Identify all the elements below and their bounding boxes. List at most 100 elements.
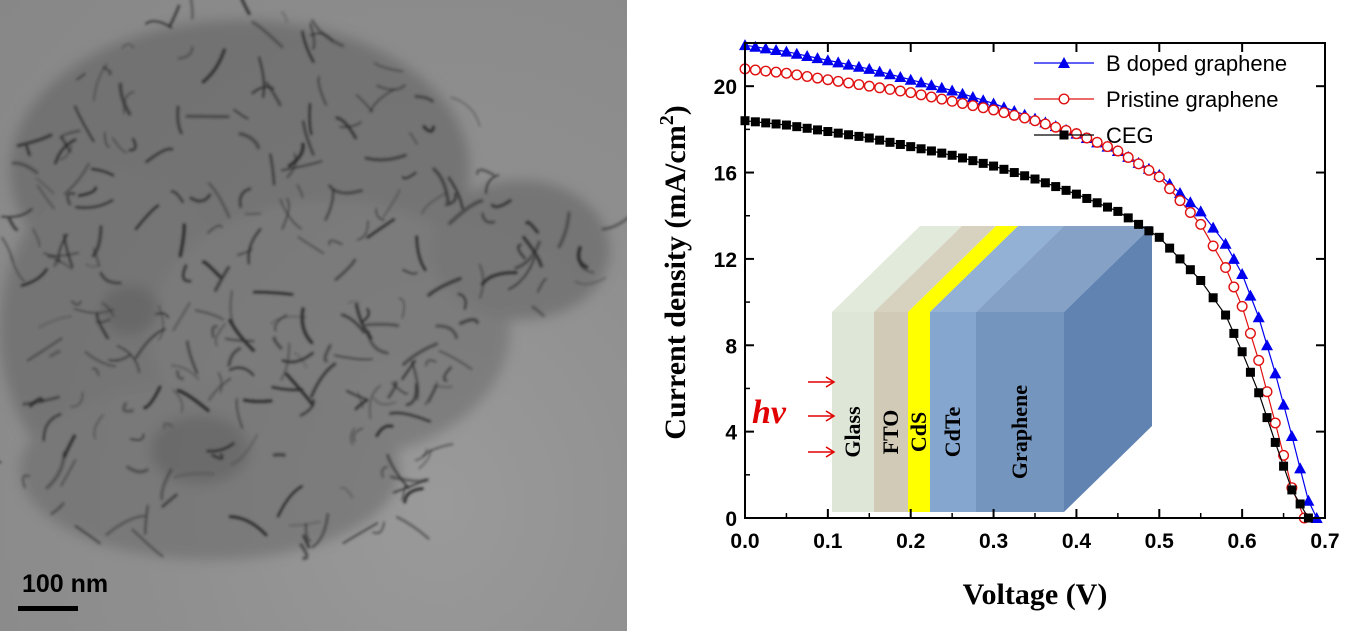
data-point [781, 120, 791, 130]
graphene-flake [557, 211, 571, 249]
layer-front-face [832, 312, 874, 512]
graphene-flake [171, 364, 199, 380]
graphene-flake [272, 452, 286, 457]
graphene-flake [271, 385, 304, 392]
graphene-flake [63, 163, 90, 195]
graphene-flake [276, 485, 303, 518]
data-point [1144, 226, 1154, 236]
data-point [1252, 311, 1265, 323]
data-point [1092, 198, 1102, 208]
graphene-flake [168, 4, 181, 28]
graphene-flake [340, 487, 353, 498]
graphene-flake [372, 521, 385, 535]
data-point [1153, 171, 1165, 183]
graphene-flake [130, 433, 145, 441]
x-axis-title: Voltage (V) [963, 578, 1108, 611]
graphene-flake [247, 228, 262, 265]
graphene-flake [38, 315, 72, 328]
data-point [1253, 354, 1265, 366]
data-point [884, 83, 896, 95]
data-point [967, 100, 979, 112]
graphene-flake [450, 97, 481, 127]
y-axis-title-main: Current density (mA/cm [659, 125, 692, 439]
graphene-flake [285, 372, 314, 406]
data-point [1030, 174, 1040, 184]
y-tick-label: 4 [725, 422, 737, 445]
data-point [1174, 187, 1186, 199]
light-arrow-head [825, 410, 836, 422]
data-point [1229, 328, 1239, 338]
data-point [1020, 171, 1030, 181]
graphene-flake [211, 325, 218, 339]
data-point [1102, 141, 1114, 153]
graphene-flake [208, 377, 232, 401]
graphene-flake [402, 342, 439, 366]
graphene-flake [478, 264, 484, 299]
data-point [1219, 237, 1232, 249]
graphene-flake [445, 192, 458, 207]
graphene-flake [74, 525, 101, 545]
data-point [863, 80, 875, 92]
graphene-flake [421, 192, 448, 215]
data-point [1174, 195, 1186, 207]
graphene-flake [389, 411, 432, 423]
light-arrow-head [825, 446, 836, 458]
data-point [958, 153, 967, 163]
data-point [916, 144, 926, 154]
y-axis-title-close: ) [659, 105, 692, 115]
data-point [801, 49, 814, 61]
data-point [957, 97, 969, 109]
graphene-flake [366, 330, 389, 355]
graphene-flake [93, 414, 104, 439]
graphene-flake [537, 278, 547, 293]
graphene-flake [176, 388, 210, 413]
data-point [832, 56, 845, 68]
data-point [770, 66, 782, 78]
graphene-flake [287, 142, 305, 168]
data-point [915, 89, 927, 101]
graphene-flake [422, 125, 435, 133]
graphene-flake [202, 260, 223, 279]
data-point [1294, 462, 1307, 474]
data-point [1295, 499, 1305, 509]
graphene-flake [47, 255, 58, 267]
graphene-flake [16, 133, 53, 148]
graphene-flake [403, 487, 424, 504]
graphene-flake [240, 0, 251, 16]
graphene-flake [375, 424, 394, 438]
graphene-flake [369, 385, 382, 419]
data-point [822, 74, 834, 86]
data-point [895, 139, 905, 149]
graphene-flake [300, 307, 314, 345]
y-tick-label: 16 [714, 163, 737, 186]
data-point [833, 128, 843, 138]
graphene-flake [54, 259, 73, 270]
graphene-flake [576, 246, 589, 269]
data-point [1220, 262, 1232, 274]
data-point [905, 87, 917, 99]
graphene-flake [457, 293, 467, 310]
graphene-flake [108, 353, 132, 362]
legend-marker [1058, 57, 1070, 68]
data-point [801, 70, 813, 82]
graphene-flake [63, 234, 74, 268]
data-point [915, 76, 928, 88]
data-point [998, 107, 1010, 119]
data-point [750, 117, 760, 127]
data-point [780, 45, 793, 57]
graphene-flake [424, 382, 438, 406]
graphene-flake [302, 534, 311, 549]
data-point [1208, 293, 1218, 303]
graphene-flake [297, 236, 324, 254]
tem-micrograph: 100 nm [0, 0, 627, 631]
data-point [844, 130, 854, 140]
data-point [894, 71, 907, 83]
x-tick-label: 0.4 [1062, 530, 1092, 553]
data-point [1262, 413, 1272, 423]
y-tick-label: 20 [714, 76, 737, 99]
data-point [936, 93, 948, 105]
graphene-flake [70, 391, 84, 408]
data-point [1112, 145, 1124, 157]
data-point [904, 73, 917, 85]
